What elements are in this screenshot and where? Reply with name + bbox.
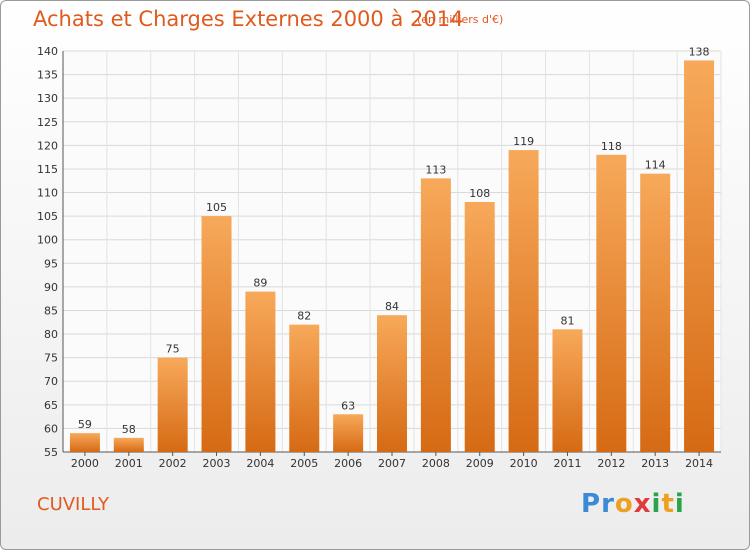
bar	[596, 154, 627, 452]
data-label: 81	[560, 314, 574, 327]
bar	[157, 357, 188, 452]
x-tick-label: 2006	[334, 457, 362, 470]
y-tick-label: 65	[44, 399, 58, 412]
y-tick-label: 125	[37, 116, 58, 129]
y-tick-label: 80	[44, 328, 58, 341]
commune-name: CUVILLY	[37, 494, 110, 515]
y-tick-label: 55	[44, 446, 58, 459]
x-tick-label: 2003	[203, 457, 231, 470]
bar	[464, 201, 495, 452]
y-tick-label: 140	[37, 45, 58, 58]
bar	[552, 329, 583, 452]
bar	[289, 324, 320, 452]
data-label: 58	[122, 423, 136, 436]
data-label: 75	[166, 343, 180, 356]
data-label: 63	[341, 399, 355, 412]
chart-unit: (en milliers d'€)	[417, 13, 504, 26]
data-label: 108	[469, 187, 490, 200]
x-tick-label: 2001	[115, 457, 143, 470]
bar	[508, 150, 539, 452]
y-tick-label: 75	[44, 352, 58, 365]
x-tick-label: 2012	[597, 457, 625, 470]
x-tick-label: 2009	[466, 457, 494, 470]
y-tick-label: 110	[37, 187, 58, 200]
x-tick-label: 2002	[159, 457, 187, 470]
bar	[201, 216, 232, 452]
x-tick-label: 2007	[378, 457, 406, 470]
y-tick-label: 70	[44, 375, 58, 388]
bar	[684, 60, 715, 452]
chart-title: Achats et Charges Externes 2000 à 2014	[33, 7, 464, 31]
y-tick-label: 100	[37, 234, 58, 247]
y-tick-label: 135	[37, 69, 58, 82]
x-tick-label: 2005	[290, 457, 318, 470]
x-tick-label: 2008	[422, 457, 450, 470]
data-label: 89	[253, 277, 267, 290]
x-tick-label: 2011	[553, 457, 581, 470]
y-tick-label: 130	[37, 92, 58, 105]
bar	[69, 433, 100, 452]
data-label: 105	[206, 201, 227, 214]
bar	[420, 178, 451, 452]
data-label: 113	[425, 163, 446, 176]
data-label: 119	[513, 135, 534, 148]
x-tick-label: 2013	[641, 457, 669, 470]
bar	[113, 437, 144, 452]
x-tick-label: 2004	[246, 457, 274, 470]
proxiti-logo: Proxiti	[581, 489, 685, 519]
y-tick-label: 115	[37, 163, 58, 176]
data-label: 118	[601, 140, 622, 153]
y-tick-label: 105	[37, 210, 58, 223]
data-label: 59	[78, 418, 92, 431]
bar	[245, 291, 276, 452]
bar	[333, 414, 364, 452]
x-tick-label: 2010	[510, 457, 538, 470]
y-tick-label: 85	[44, 304, 58, 317]
y-tick-label: 60	[44, 422, 58, 435]
data-label: 84	[385, 300, 399, 313]
bar	[640, 173, 671, 453]
x-tick-label: 2014	[685, 457, 713, 470]
data-label: 114	[645, 159, 666, 172]
data-label: 138	[689, 45, 710, 58]
y-tick-label: 90	[44, 281, 58, 294]
bar	[377, 315, 407, 452]
x-tick-label: 2000	[71, 457, 99, 470]
y-tick-label: 95	[44, 257, 58, 270]
y-tick-label: 120	[37, 139, 58, 152]
data-label: 82	[297, 310, 311, 323]
